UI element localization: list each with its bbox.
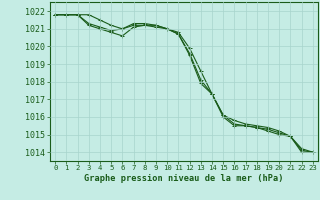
X-axis label: Graphe pression niveau de la mer (hPa): Graphe pression niveau de la mer (hPa)	[84, 174, 284, 183]
